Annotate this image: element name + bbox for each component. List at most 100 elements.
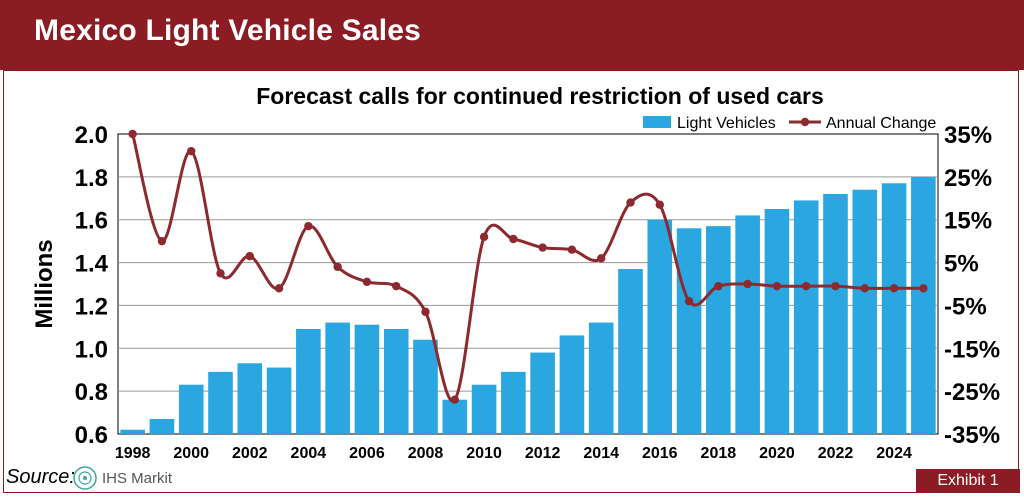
bar — [501, 371, 526, 434]
bar — [266, 367, 292, 434]
annual-change-point — [304, 221, 313, 231]
x-tick-label: 2018 — [701, 445, 737, 462]
annual-change-point — [509, 234, 518, 244]
annual-change-point — [362, 277, 372, 287]
bar — [413, 339, 438, 434]
bar — [676, 228, 702, 434]
x-tick-label: 2006 — [349, 445, 385, 462]
page-title: Mexico Light Vehicle Sales — [34, 14, 422, 47]
y-tick-label: 1.8 — [75, 165, 108, 192]
bar — [442, 399, 468, 434]
bar — [881, 183, 907, 434]
bar — [325, 322, 350, 434]
plot-area-border — [117, 133, 939, 435]
annual-change-point — [626, 198, 635, 207]
x-tick-label: 2020 — [759, 445, 795, 462]
annual-change-point — [245, 251, 254, 261]
x-tick-label: 2014 — [583, 445, 619, 462]
annual-change-point — [772, 281, 782, 291]
annual-change-point — [274, 284, 284, 293]
x-tick-label: 2004 — [291, 445, 327, 462]
exhibit-badge: Exhibit 1 — [916, 469, 1020, 493]
annual-change-point — [802, 281, 811, 291]
legend-marker-annual-change — [800, 117, 810, 127]
x-tick-label: 2016 — [642, 445, 678, 462]
annual-change-point — [538, 243, 547, 252]
annual-change-point — [128, 129, 137, 139]
chart-title: Forecast calls for continued restriction… — [256, 83, 824, 109]
y2-tick-label: 25% — [944, 165, 992, 192]
annual-change-point — [157, 236, 167, 246]
annual-change-point — [714, 281, 723, 291]
annual-change-point — [187, 146, 196, 156]
annual-change-point — [889, 284, 899, 293]
y2-tick-label: 5% — [944, 251, 979, 278]
x-tick-label: 2002 — [232, 445, 268, 462]
annual-change-point — [216, 269, 225, 278]
source-label: Source: — [6, 466, 75, 488]
ihs-markit-logo: IHS Markit — [72, 464, 172, 492]
bar — [559, 335, 585, 434]
bar — [618, 269, 643, 434]
legend-label-annual-change: Annual Change — [826, 115, 936, 132]
bar — [647, 219, 673, 434]
bar — [735, 215, 760, 434]
y2-tick-label: -35% — [944, 422, 1000, 449]
bar — [588, 322, 614, 434]
bar — [178, 384, 204, 434]
bar — [149, 419, 175, 434]
header-bar: Mexico Light Vehicle Sales — [0, 0, 1024, 70]
annual-change-point — [860, 284, 869, 293]
x-tick-label: 2024 — [876, 445, 912, 462]
annual-change-point — [655, 200, 664, 209]
bar — [354, 324, 380, 434]
bar — [471, 384, 497, 434]
x-tick-label: 2022 — [818, 445, 854, 462]
bar — [793, 200, 819, 434]
chart-frame — [3, 70, 1019, 493]
bar — [823, 194, 848, 434]
bar — [530, 352, 555, 434]
annual-change-point — [421, 307, 430, 317]
bar — [237, 363, 263, 434]
y2-tick-label: -25% — [944, 379, 1000, 406]
bar — [764, 209, 790, 434]
bar — [120, 429, 145, 434]
annual-change-point — [450, 395, 459, 404]
x-tick-label: 2012 — [525, 445, 561, 462]
bar — [911, 176, 936, 434]
y2-tick-label: -5% — [944, 293, 987, 320]
annual-change-point — [479, 232, 489, 242]
y2-tick-label: 15% — [944, 208, 992, 235]
y-tick-label: 0.6 — [75, 422, 108, 449]
legend-swatch-light-vehicles — [643, 116, 671, 128]
legend-label-light-vehicles: Light Vehicles — [677, 115, 776, 132]
bar — [852, 189, 878, 434]
y-axis-label: Millions — [31, 239, 58, 328]
y-tick-label: 1.4 — [75, 251, 109, 278]
bar — [208, 371, 233, 434]
annual-change-point — [392, 281, 401, 291]
bar — [296, 329, 321, 434]
logo-text: IHS Markit — [102, 469, 173, 487]
annual-change-point — [919, 284, 928, 293]
annual-change-point — [743, 279, 752, 289]
ihs-markit-logo-icon — [73, 466, 97, 490]
y2-tick-label: 35% — [944, 122, 992, 149]
annual-change-point — [567, 245, 577, 254]
y-tick-label: 1.6 — [75, 208, 108, 235]
x-tick-label: 2010 — [466, 445, 502, 462]
annual-change-point — [597, 254, 606, 263]
y-tick-label: 1.2 — [75, 293, 108, 320]
y-tick-label: 2.0 — [75, 122, 108, 149]
annual-change-point — [831, 281, 840, 291]
x-tick-label: 1998 — [115, 445, 151, 462]
y2-tick-label: -15% — [944, 336, 1000, 363]
x-tick-label: 2000 — [173, 445, 209, 462]
bar — [706, 226, 731, 434]
annual-change-point — [684, 296, 694, 306]
x-tick-label: 2008 — [408, 445, 444, 462]
annual-change-point — [333, 262, 342, 272]
bar — [383, 329, 409, 434]
